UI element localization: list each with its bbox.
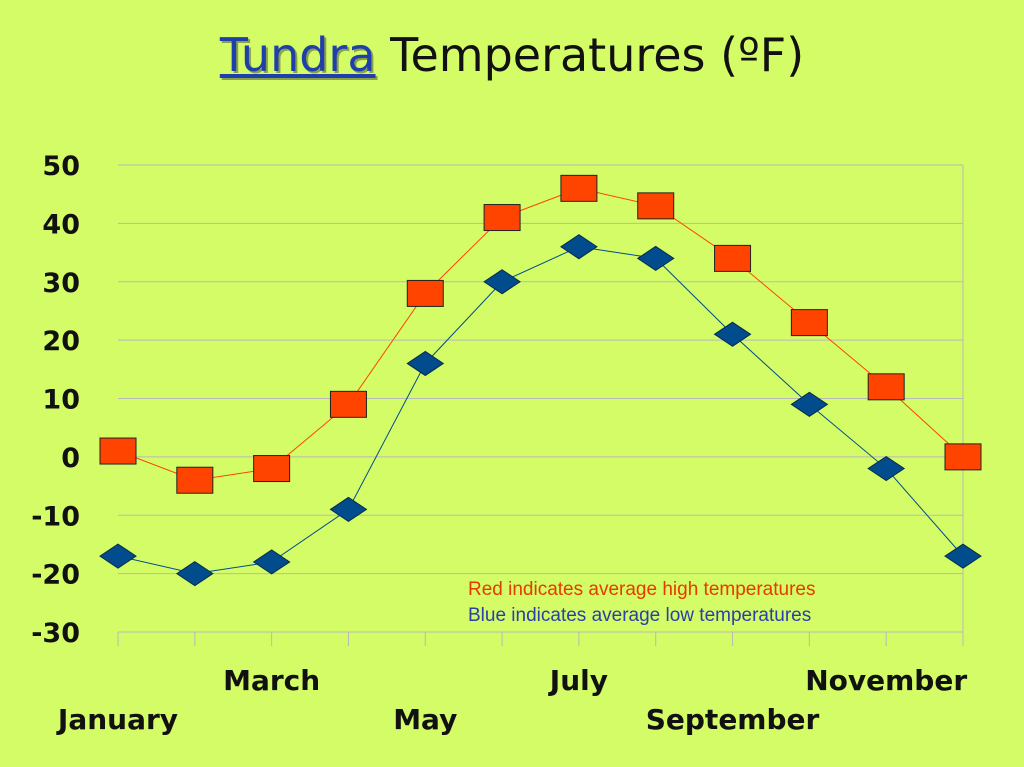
x-tick-label: July xyxy=(548,664,608,697)
low-temp-point xyxy=(99,543,137,569)
low-temp-point xyxy=(636,245,675,272)
low-temp-point xyxy=(329,496,368,523)
low-temp-point xyxy=(252,549,291,575)
series-layer xyxy=(99,174,982,587)
high-temp-point xyxy=(253,455,291,483)
title-text: Temperatures (ºF) xyxy=(390,28,805,82)
high-temp-point xyxy=(99,437,137,465)
high-temp-point xyxy=(637,192,675,220)
y-tick-label: 40 xyxy=(42,209,80,240)
low-temp-point xyxy=(560,234,598,260)
x-tick-label: May xyxy=(393,703,457,736)
note-low: Blue indicates average low temperatures xyxy=(468,605,811,626)
series-line-0 xyxy=(117,187,964,481)
y-tick-label: 30 xyxy=(42,268,80,299)
grid-lines xyxy=(118,164,964,633)
y-tick-label: -10 xyxy=(31,501,80,532)
title-link[interactable]: Tundra xyxy=(219,28,376,82)
low-temp-point xyxy=(867,455,906,482)
high-temp-point xyxy=(329,390,367,418)
y-tick-label: 50 xyxy=(42,151,80,182)
x-tick-label: September xyxy=(646,703,820,736)
x-axis: March July November January May September xyxy=(56,631,967,736)
high-temp-point xyxy=(714,244,752,272)
x-tick-label: November xyxy=(805,664,967,697)
high-temp-point xyxy=(483,204,521,232)
y-tick-label: 0 xyxy=(61,443,80,474)
low-temp-point xyxy=(790,391,829,417)
y-tick-label: -20 xyxy=(31,560,80,591)
y-tick-label: 10 xyxy=(42,385,80,416)
low-temp-point xyxy=(406,350,445,377)
y-tick-label: 20 xyxy=(42,326,80,357)
high-temp-point xyxy=(867,373,905,401)
y-axis-ticks: 50 40 30 20 10 0 -10 -20 -30 xyxy=(31,151,80,649)
series-line-1 xyxy=(117,246,964,575)
note-high: Red indicates average high temperatures xyxy=(468,579,815,600)
legend-notes: Red indicates average high temperatures … xyxy=(468,579,815,626)
chart-title: Tundra Temperatures (ºF) xyxy=(0,28,1024,82)
high-temp-point xyxy=(790,309,828,337)
x-tick-label: March xyxy=(223,664,320,697)
x-tick-label: January xyxy=(56,703,178,736)
high-temp-point xyxy=(560,174,598,202)
y-tick-label: -30 xyxy=(31,618,80,649)
low-temp-point xyxy=(713,321,752,347)
low-temp-point xyxy=(483,269,521,295)
high-temp-point xyxy=(406,279,444,307)
low-temp-point xyxy=(944,543,982,569)
low-temp-point xyxy=(175,561,214,587)
high-temp-point xyxy=(176,466,214,494)
high-temp-point xyxy=(944,443,982,471)
